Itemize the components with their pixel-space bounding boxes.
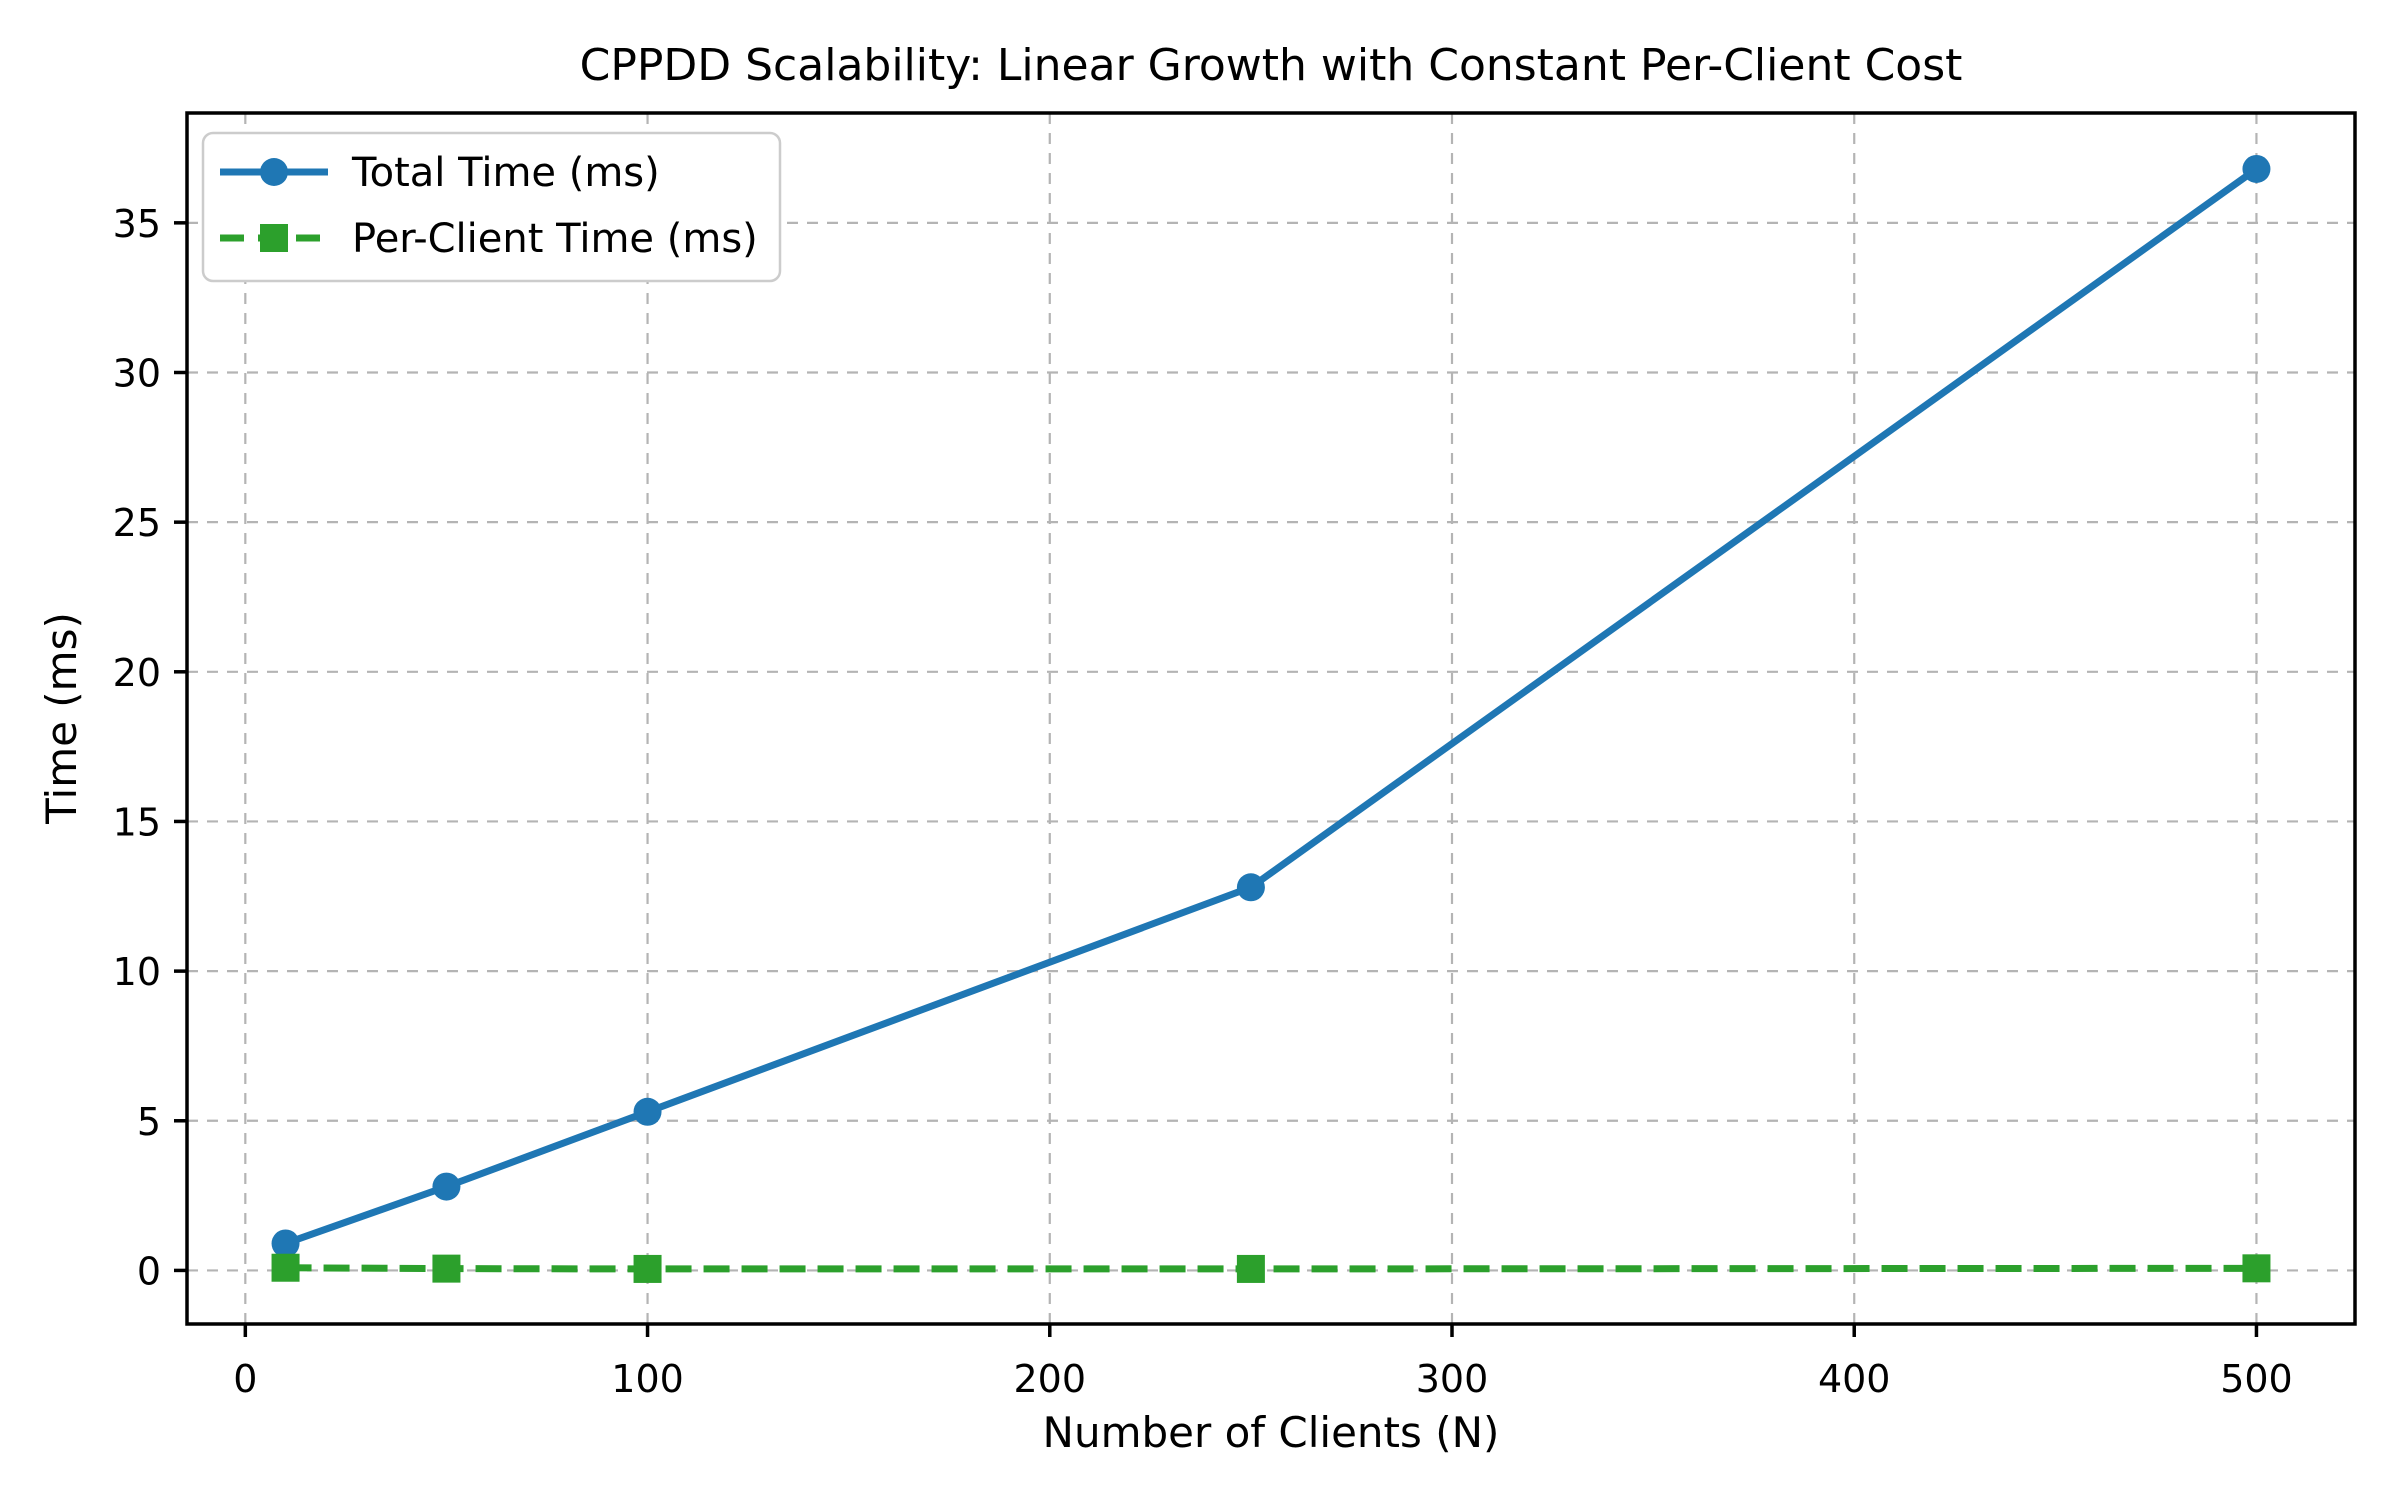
y-tick-label: 15 [113,800,161,844]
legend-box [201,131,782,283]
y-tick-label: 0 [137,1249,161,1293]
y-tick-label: 10 [113,950,161,994]
y-axis-label: Time (ms) [37,612,86,825]
y-tick-label: 35 [113,202,161,246]
axis-layer: 0 100 200 300 400 500 0 5 10 15 20 25 30 35 [113,202,2293,1401]
legend-label-per-client-time: Per-Client Time (ms) [352,216,758,262]
data-point-circle [2242,154,2271,183]
data-point-square [1236,1254,1265,1283]
x-tick-label: 500 [2220,1357,2293,1401]
x-tick-label: 200 [1014,1357,1087,1401]
data-point-circle [432,1172,461,1201]
y-tick-label: 20 [113,651,161,695]
plot-border [185,111,2357,1326]
series-line-0 [284,166,2259,1247]
data-point-square [271,1253,300,1282]
data-point-square [633,1254,662,1283]
legend-square-marker-icon [260,224,288,252]
legend-circle-marker-icon [260,158,288,186]
data-point-circle [1236,873,1265,902]
y-tick-label: 30 [113,352,161,396]
x-tick-label: 400 [1818,1357,1891,1401]
y-tick-label: 5 [137,1100,161,1144]
x-tick-label: 300 [1416,1357,1489,1401]
data-point-square [432,1254,461,1283]
y-tick-label: 25 [113,501,161,545]
legend: Total Time (ms) Per-Client Time (ms) [201,131,782,283]
x-tick-label: 0 [233,1357,257,1401]
data-point-circle [633,1097,662,1126]
x-tick-label: 100 [611,1357,684,1401]
data-point-circle [271,1229,300,1258]
chart-title: CPPDD Scalability: Linear Growth with Co… [580,40,1963,91]
data-point-square [2242,1254,2271,1283]
x-axis-label: Number of Clients (N) [1043,1408,1500,1457]
series-line-1 [285,1264,2257,1273]
legend-label-total-time: Total Time (ms) [351,150,660,196]
grid-layer [187,113,2355,1324]
series-layer [271,154,2271,1283]
